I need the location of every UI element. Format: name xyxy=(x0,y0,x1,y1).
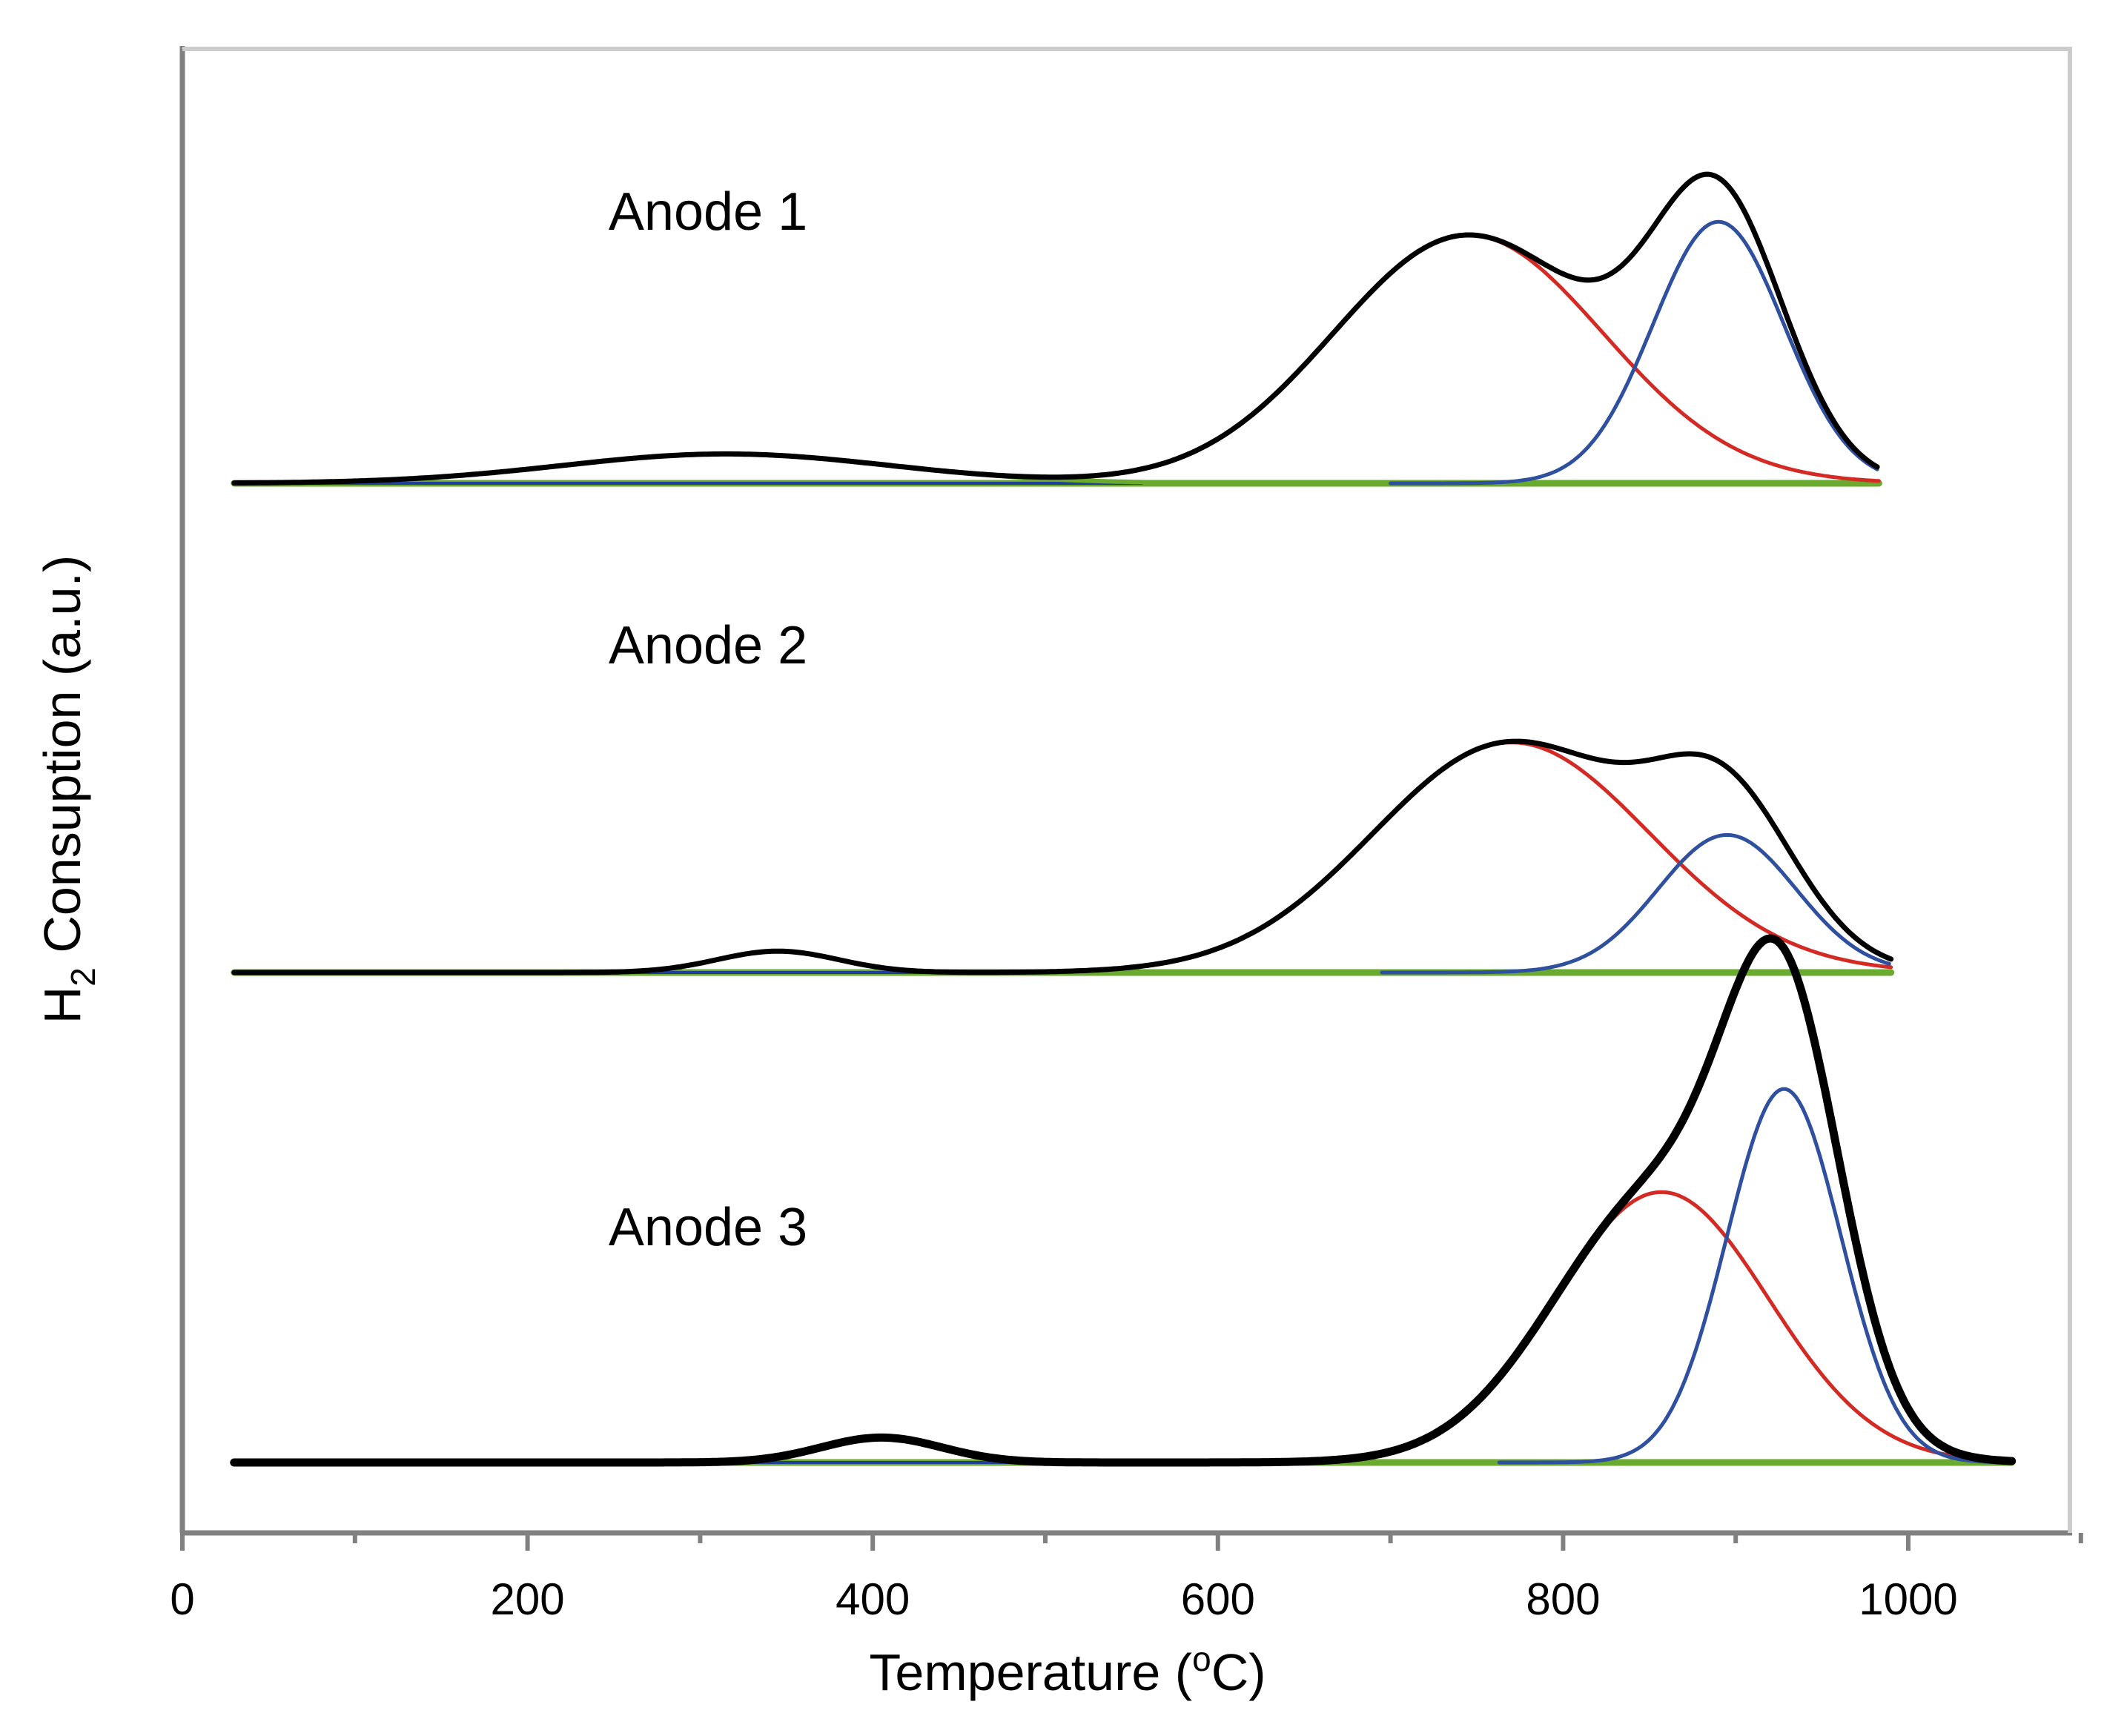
high-temperature-peak-line xyxy=(1497,1087,2012,1465)
x-tick-label: 600 xyxy=(1181,1574,1255,1624)
panel-label: Anode 2 xyxy=(609,616,807,675)
x-tick-label: 200 xyxy=(491,1574,565,1624)
x-tick-label: 400 xyxy=(836,1574,910,1624)
x-axis-title-post: C) xyxy=(1211,1643,1266,1701)
x-tick-label: 800 xyxy=(1526,1574,1600,1624)
x-axis-title-sup: o xyxy=(1192,1640,1211,1678)
panel-labels: Anode 1 Anode 2 Anode 3 xyxy=(609,182,807,1257)
panel-label: Anode 3 xyxy=(609,1198,807,1257)
total-consumption-line xyxy=(231,171,1880,486)
mid-temperature-peak-line xyxy=(1440,741,1893,970)
x-ticks: 0 200 400 600 800 1000 xyxy=(170,1533,2083,1624)
series-layer xyxy=(230,171,2017,1467)
x-tick-label: 0 xyxy=(170,1574,194,1624)
total-consumption-line xyxy=(230,934,2017,1467)
x-tick-label: 1000 xyxy=(1859,1574,1957,1624)
x-axis-title: Temperature (oC) xyxy=(869,1640,1266,1701)
x-axis-title-pre: Temperature ( xyxy=(869,1643,1192,1701)
y-axis-title: H2 Consuption (a.u.) xyxy=(33,555,102,1024)
high-temperature-peak-line xyxy=(1389,219,1879,486)
y-axis-title-pre: H xyxy=(33,987,91,1024)
total-consumption-line xyxy=(231,738,1894,975)
y-axis-title-post: Consuption (a.u.) xyxy=(33,555,91,967)
panel-label: Anode 1 xyxy=(609,182,807,242)
y-axis-title-sub: 2 xyxy=(64,967,102,987)
mid-temperature-peak-line xyxy=(1590,1190,2012,1463)
high-temperature-peak-line xyxy=(1380,832,1891,975)
